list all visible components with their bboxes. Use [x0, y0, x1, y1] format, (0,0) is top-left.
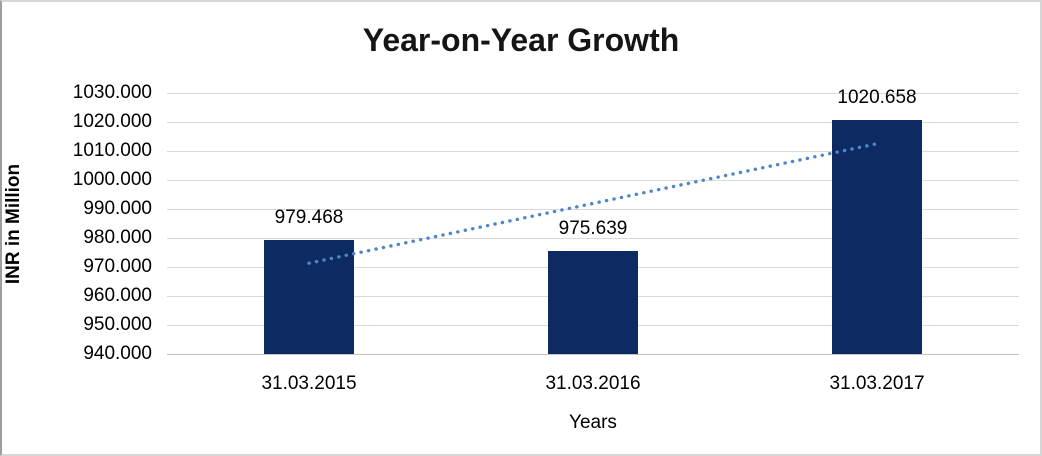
bar-value-label: 1020.658	[837, 87, 917, 109]
bar-31.03.2016	[548, 250, 638, 354]
y-axis-tick-label: 960.000	[83, 285, 152, 306]
y-axis-tick-label: 1030.000	[72, 82, 152, 103]
bar-value-label: 975.639	[558, 217, 628, 239]
y-axis-tick-label: 990.000	[83, 198, 152, 219]
gridline	[167, 122, 1019, 123]
gridline	[167, 93, 1019, 94]
y-axis-tick-label: 1020.000	[72, 111, 152, 132]
x-axis-tick-label: 31.03.2017	[829, 373, 925, 394]
x-axis-title: Years	[569, 412, 617, 433]
x-axis-tick-label: 31.03.2015	[261, 373, 357, 394]
y-axis-tick-label: 950.000	[83, 314, 152, 335]
x-axis-line	[167, 354, 1019, 355]
bar-31.03.2015	[264, 239, 354, 354]
y-axis-tick-label: 980.000	[83, 227, 152, 248]
y-axis-tick-label: 970.000	[83, 256, 152, 277]
y-axis-tick-label: 1010.000	[72, 140, 152, 161]
bar-value-label: 979.468	[274, 206, 344, 228]
y-axis-title: INR in Million	[3, 163, 24, 285]
bar-31.03.2017	[832, 120, 922, 354]
chart-title: Year-on-Year Growth	[362, 22, 680, 58]
y-axis-tick-label: 940.000	[83, 343, 152, 364]
y-axis-tick-label: 1000.000	[72, 169, 152, 190]
x-axis-tick-label: 31.03.2016	[545, 373, 641, 394]
trendline-dotted	[307, 142, 879, 265]
